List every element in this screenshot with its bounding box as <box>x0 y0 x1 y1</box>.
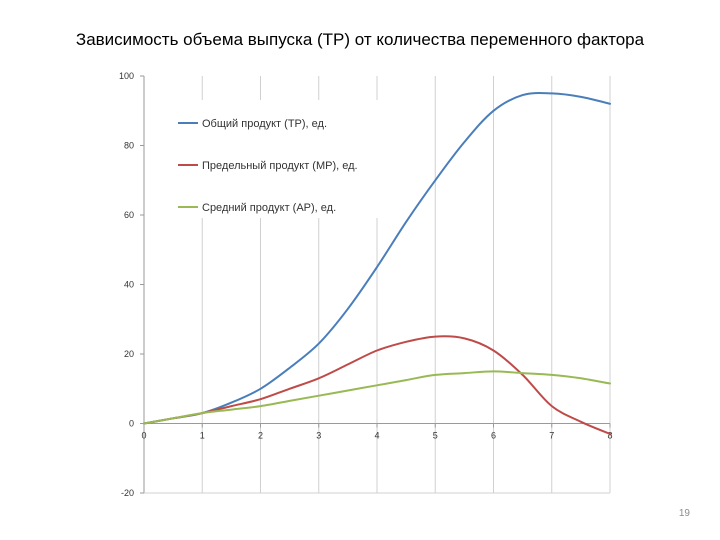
x-tick-label: 5 <box>433 431 438 441</box>
y-tick-label: 0 <box>129 419 134 429</box>
x-tick-label: 8 <box>607 431 612 441</box>
series-line-total-product <box>143 92 611 425</box>
y-tick-label: 20 <box>124 349 134 359</box>
x-tick-label: 6 <box>491 431 496 441</box>
slide-title: Зависимость объема выпуска (ТР) от колич… <box>75 30 645 49</box>
chart-legend: Общий продукт (ТР), ед. Предельный продук… <box>170 100 380 218</box>
series-line-average-product <box>143 370 611 425</box>
x-tick-label: 3 <box>316 431 321 441</box>
chart-axes: -20 0 20 40 60 80 100 0 1 2 3 4 5 6 7 8 <box>119 71 613 498</box>
x-tick-label: 1 <box>200 431 205 441</box>
chart-series <box>143 92 611 435</box>
legend-label: Предельный продукт (МР), ед. <box>202 160 358 172</box>
series-line-marginal-product <box>143 335 611 435</box>
x-tick-label: 0 <box>141 431 146 441</box>
page-number: 19 <box>678 508 690 519</box>
y-tick-label: 80 <box>124 141 134 151</box>
legend-label: Общий продукт (ТР), ед. <box>202 118 327 130</box>
legend-label: Средний продукт (АР), ед. <box>202 202 336 214</box>
y-tick-label: 100 <box>119 71 134 81</box>
legend-box <box>170 100 380 218</box>
x-tick-label: 2 <box>258 431 263 441</box>
y-tick-label: -20 <box>121 488 134 498</box>
y-tick-label: 40 <box>124 280 134 290</box>
x-tick-label: 7 <box>549 431 554 441</box>
x-tick-label: 4 <box>374 431 379 441</box>
y-tick-label: 60 <box>124 210 134 220</box>
